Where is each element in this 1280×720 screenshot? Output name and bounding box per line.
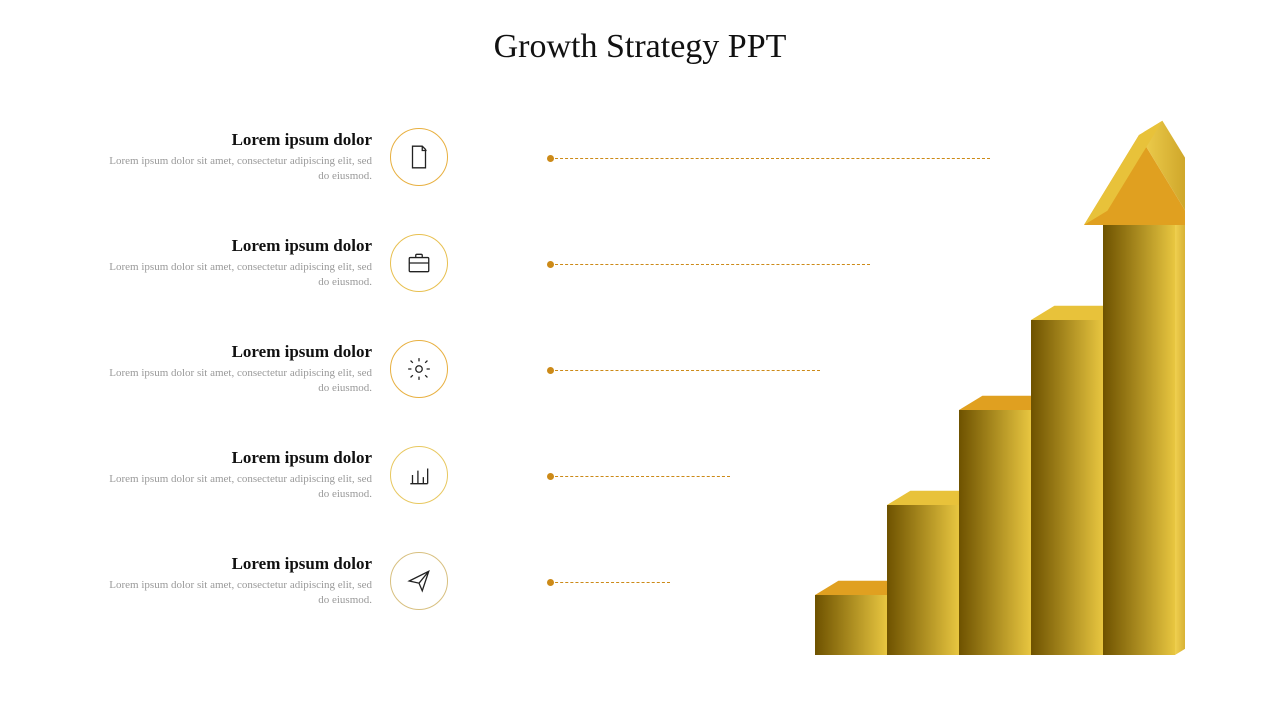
item-heading: Lorem ipsum dolor [100,236,372,256]
item-heading: Lorem ipsum dolor [100,448,372,468]
connector-dot [547,579,554,586]
item-text-block: Lorem ipsum dolor Lorem ipsum dolor sit … [100,448,390,502]
item-desc: Lorem ipsum dolor sit amet, consectetur … [100,154,372,184]
item-desc: Lorem ipsum dolor sit amet, consectetur … [100,366,372,396]
item-desc: Lorem ipsum dolor sit amet, consectetur … [100,260,372,290]
connector-line [550,476,730,477]
item-desc: Lorem ipsum dolor sit amet, consectetur … [100,578,372,608]
connector-line [550,582,670,583]
item-desc: Lorem ipsum dolor sit amet, consectetur … [100,472,372,502]
connector-dot [547,155,554,162]
bars-icon [390,446,448,504]
list-item: Lorem ipsum dolor Lorem ipsum dolor sit … [100,446,480,504]
item-text-block: Lorem ipsum dolor Lorem ipsum dolor sit … [100,236,390,290]
gear-icon [390,340,448,398]
connector-dot [547,261,554,268]
list-item: Lorem ipsum dolor Lorem ipsum dolor sit … [100,234,480,292]
item-heading: Lorem ipsum dolor [100,554,372,574]
growth-stairs-arrow [805,105,1185,665]
connector-dot [547,473,554,480]
list-item: Lorem ipsum dolor Lorem ipsum dolor sit … [100,128,480,186]
item-heading: Lorem ipsum dolor [100,130,372,150]
items-list: Lorem ipsum dolor Lorem ipsum dolor sit … [100,128,480,658]
briefcase-icon [390,234,448,292]
list-item: Lorem ipsum dolor Lorem ipsum dolor sit … [100,552,480,610]
connector-dot [547,367,554,374]
document-icon [390,128,448,186]
item-heading: Lorem ipsum dolor [100,342,372,362]
item-text-block: Lorem ipsum dolor Lorem ipsum dolor sit … [100,130,390,184]
plane-icon [390,552,448,610]
item-text-block: Lorem ipsum dolor Lorem ipsum dolor sit … [100,342,390,396]
item-text-block: Lorem ipsum dolor Lorem ipsum dolor sit … [100,554,390,608]
list-item: Lorem ipsum dolor Lorem ipsum dolor sit … [100,340,480,398]
page-title: Growth Strategy PPT [0,28,1280,66]
connector-line [550,370,820,371]
